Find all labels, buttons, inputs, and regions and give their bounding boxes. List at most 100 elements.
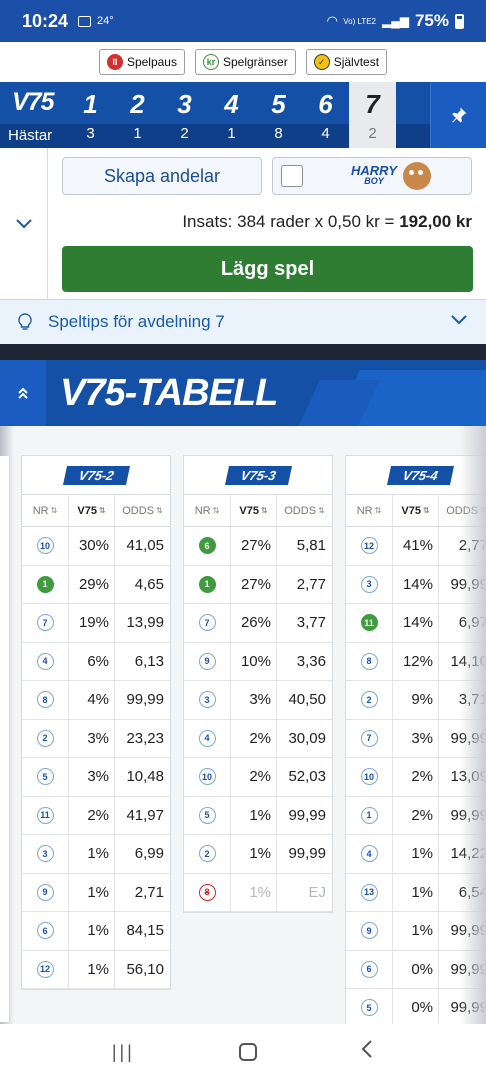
table-row[interactable]: 4 2% 30,09: [184, 719, 332, 758]
spelgranser-button[interactable]: kr Spelgränser: [194, 49, 296, 75]
v75-percent: 26%: [231, 604, 277, 642]
horse-number-badge: 7: [198, 614, 216, 632]
leg-number: 4: [224, 89, 239, 119]
horse-number-badge: 1: [360, 806, 378, 824]
sort-nr-header[interactable]: NR ⇅: [346, 495, 393, 526]
lightbulb-icon: [18, 313, 32, 331]
odds-value: 6,13: [134, 652, 164, 670]
v75-percent: 27%: [231, 565, 277, 603]
network-label: Vo) LTE2: [343, 16, 376, 26]
tabell-banner: V75-TABELL: [0, 360, 486, 426]
v75-percent: 4%: [69, 681, 115, 719]
table-row[interactable]: 12 1% 56,10: [22, 950, 170, 989]
v75-percent: 1%: [69, 873, 115, 911]
table-row[interactable]: 8 4% 99,99: [22, 681, 170, 720]
horse-number-badge: 2: [36, 729, 54, 747]
pause-icon: II: [106, 54, 123, 70]
odds-value: 40,50: [288, 691, 326, 709]
sort-nr-header[interactable]: NR ⇅: [22, 495, 69, 526]
table-row[interactable]: 7 26% 3,77: [184, 604, 332, 643]
sort-v75-header[interactable]: V75 ⇅: [231, 495, 277, 526]
table-row[interactable]: 10 30% 41,05: [22, 527, 170, 566]
sort-odds-header[interactable]: ODDS⇅: [122, 504, 163, 517]
insats-total: 192,00 kr: [399, 212, 472, 231]
odds-value: 41,97: [126, 806, 164, 824]
table-row[interactable]: 9 10% 3,36: [184, 642, 332, 681]
table-row[interactable]: 6 1% 84,15: [22, 912, 170, 951]
pin-button[interactable]: [430, 82, 486, 148]
horse-number-badge: 5: [198, 806, 216, 824]
horse-number-badge: 9: [360, 922, 378, 940]
sort-v75-header[interactable]: V75 ⇅: [393, 495, 439, 526]
table-row[interactable]: 3 1% 6,99: [22, 835, 170, 874]
table-row[interactable]: 4 6% 6,13: [22, 642, 170, 681]
status-time: 10:24: [22, 10, 69, 31]
table-row[interactable]: 11 2% 41,97: [22, 796, 170, 835]
table-header: NR⇅V75⇅ ODDS⇅: [184, 495, 332, 527]
horse-number-badge: 1: [36, 575, 54, 593]
horse-number-badge: 10: [36, 537, 54, 555]
horse-number-badge: 8: [36, 691, 54, 709]
v75-percent: 41%: [393, 527, 439, 565]
table-row[interactable]: 6 27% 5,81: [184, 527, 332, 566]
leg-number: 3: [177, 89, 192, 119]
table-title: V75-2: [22, 456, 170, 495]
tabell-title: V75-TABELL: [60, 372, 278, 414]
v75-percent: 6%: [69, 642, 115, 680]
sort-v75-header[interactable]: V75 ⇅: [69, 495, 115, 526]
battery-percent: 75%: [414, 11, 449, 30]
tables-scroll-area[interactable]: V75-2 NR ⇅ V75 ⇅ ODDS ⇅ 10 30% 41,05 1 29% 4,65 7 19% 1…: [0, 426, 486, 1024]
table-row[interactable]: 7 19% 13,99: [22, 604, 170, 643]
table-row[interactable]: 2 1% 99,99: [184, 835, 332, 874]
v75-percent: 29%: [69, 565, 115, 603]
harry-boy-checkbox[interactable]: [281, 165, 303, 187]
table-row[interactable]: 5 3% 10,48: [22, 758, 170, 797]
v75-percent: 2%: [393, 758, 439, 796]
horse-number-badge: 11: [360, 614, 378, 632]
responsible-gaming-bar: II Spelpaus kr Spelgränser ✓ Självtest: [0, 42, 486, 82]
v75-percent: 3%: [393, 719, 439, 757]
v75-percent: 10%: [231, 642, 277, 680]
table-row[interactable]: 5 1% 99,99: [184, 796, 332, 835]
v75-percent: 30%: [69, 527, 115, 565]
sjalvtest-button[interactable]: ✓ Självtest: [305, 49, 388, 75]
table-row[interactable]: 9 1% 2,71: [22, 873, 170, 912]
table-row[interactable]: 10 2% 52,03: [184, 758, 332, 797]
home-icon[interactable]: [238, 1043, 257, 1061]
table-row[interactable]: 8 1% EJ: [184, 873, 332, 912]
leg-number: 1: [83, 89, 98, 119]
harry-boy-toggle[interactable]: HARRY BOY: [272, 157, 472, 195]
table-row[interactable]: 1 27% 2,77: [184, 565, 332, 604]
horse-number-badge: 9: [36, 883, 54, 901]
horse-number-badge: 4: [198, 729, 216, 747]
leg-number: 2: [130, 89, 145, 119]
odds-value: 3,77: [296, 614, 326, 632]
recents-icon[interactable]: |||: [111, 1041, 135, 1062]
odds-value: 41,05: [126, 537, 164, 555]
insats-summary: Insats: 384 rader x 0,50 kr = 192,00 kr: [182, 212, 472, 231]
collapse-button[interactable]: [0, 148, 48, 300]
v75-percent: 1%: [393, 873, 439, 911]
skapa-andelar-button[interactable]: Skapa andelar: [62, 157, 262, 195]
horse-number-badge: 3: [198, 691, 216, 709]
table-row[interactable]: 3 3% 40,50: [184, 681, 332, 720]
table-row[interactable]: 2 3% 23,23: [22, 719, 170, 758]
collapse-tabell-button[interactable]: [0, 360, 46, 426]
v75-percent: 2%: [393, 796, 439, 834]
spelpaus-button[interactable]: II Spelpaus: [98, 49, 185, 75]
lagg-spel-button[interactable]: Lägg spel: [62, 246, 473, 292]
sort-odds-header[interactable]: ODDS⇅: [284, 504, 325, 517]
sort-nr-header[interactable]: NR ⇅: [184, 495, 231, 526]
back-icon[interactable]: [360, 1039, 374, 1065]
table-header: NR⇅V75⇅ ODDS⇅: [22, 495, 170, 527]
table-row[interactable]: 1 29% 4,65: [22, 565, 170, 604]
speltips-bar[interactable]: Speltips för avdelning 7: [0, 300, 486, 344]
test-icon: ✓: [313, 54, 330, 70]
